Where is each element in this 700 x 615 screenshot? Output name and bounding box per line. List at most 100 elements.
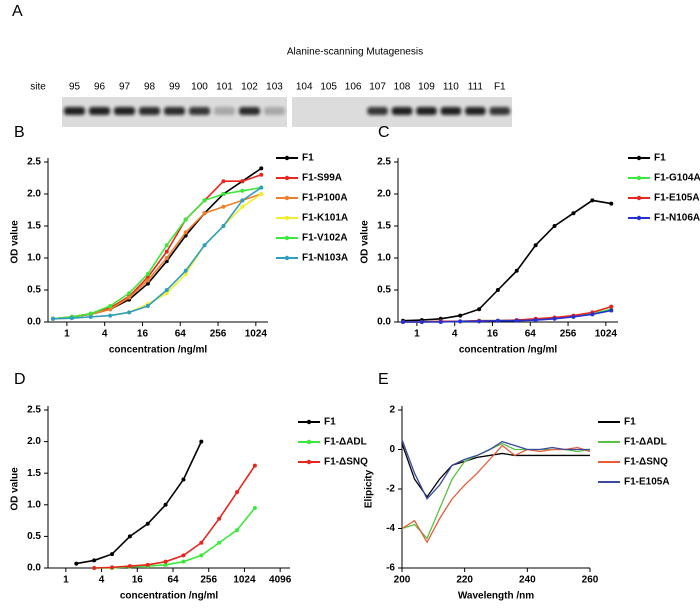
- x-tick-label: 256: [560, 329, 577, 340]
- y-tick-label: -4: [386, 523, 395, 534]
- legend-label: F1-N103A: [302, 253, 348, 264]
- x-tick-label: 16: [132, 575, 144, 586]
- data-point: [259, 192, 264, 196]
- data-point: [92, 566, 97, 570]
- data-point: [495, 288, 500, 292]
- legend-label: F1-E105A: [624, 477, 670, 488]
- series-line: [401, 442, 591, 540]
- data-point: [183, 272, 188, 276]
- data-point: [571, 211, 576, 216]
- y-tick-label: 2.5: [27, 405, 41, 416]
- panel-letter: A: [12, 3, 23, 20]
- x-tick-label: 256: [200, 575, 217, 586]
- lane-label: 102: [241, 82, 258, 93]
- y-tick-label: 1.5: [27, 221, 41, 232]
- data-point: [458, 319, 463, 324]
- panel-letter: D: [14, 371, 26, 388]
- y-tick-label: 0.0: [27, 563, 41, 574]
- data-point: [495, 318, 500, 323]
- y-axis-title: OD value: [10, 220, 21, 264]
- series-line: [402, 199, 612, 322]
- series-line: [52, 186, 262, 320]
- x-tick-label: 4: [452, 329, 458, 340]
- data-point: [477, 319, 482, 324]
- band: [114, 107, 135, 115]
- site-label: site: [30, 82, 46, 93]
- band: [139, 107, 160, 115]
- lane-label: 97: [119, 82, 131, 93]
- y-tick-label: 0.5: [377, 285, 391, 296]
- data-point: [221, 179, 226, 184]
- data-point: [108, 307, 113, 312]
- y-axis-title: OD value: [360, 220, 371, 264]
- series-line: [401, 444, 591, 544]
- y-tick-label: -2: [386, 484, 395, 495]
- data-point: [533, 318, 538, 323]
- data-point: [514, 268, 519, 273]
- data-point: [252, 505, 257, 510]
- lane-label: 111: [468, 82, 484, 93]
- lane-label: 99: [169, 82, 181, 93]
- blot-title: Alanine-scanning Mutagenesis: [287, 47, 423, 58]
- data-point: [145, 304, 150, 308]
- series-line: [52, 193, 262, 320]
- legend-marker: [636, 175, 642, 181]
- legend-marker: [306, 459, 312, 465]
- x-tick-label: 260: [582, 575, 599, 586]
- series-line: [52, 186, 262, 320]
- data-point: [590, 198, 595, 203]
- band: [367, 107, 388, 115]
- legend-marker: [306, 439, 312, 445]
- y-tick-label: -6: [386, 563, 395, 574]
- data-point: [127, 534, 132, 539]
- data-point: [235, 528, 240, 533]
- legend-marker: [636, 195, 642, 201]
- legend-label: F1-G104A: [654, 173, 700, 184]
- data-point: [92, 558, 97, 563]
- data-point: [108, 313, 113, 318]
- data-point: [163, 559, 168, 564]
- legend-label: F1: [624, 417, 636, 428]
- series-line: [52, 193, 262, 320]
- y-tick-label: 1.0: [27, 253, 41, 264]
- y-tick-label: 1.5: [377, 221, 391, 232]
- band: [164, 107, 185, 115]
- panel-letter: C: [378, 124, 390, 141]
- legend-label: F1-P100A: [302, 193, 348, 204]
- data-point: [145, 272, 150, 276]
- data-point: [571, 314, 576, 319]
- y-tick-label: 2.0: [27, 189, 41, 200]
- data-point: [110, 552, 115, 557]
- data-point: [183, 230, 188, 235]
- legend-label: F1: [302, 153, 314, 164]
- lane-label: 108: [394, 82, 411, 93]
- legend-label: F1: [324, 417, 336, 428]
- legend-label: F1-S99A: [302, 173, 342, 184]
- lane-label: 103: [266, 82, 283, 93]
- lane-label: 106: [345, 82, 362, 93]
- band: [416, 107, 437, 115]
- data-point: [199, 553, 204, 558]
- legend-label: F1-ΔSNQ: [324, 457, 368, 468]
- x-tick-label: 1024: [233, 575, 256, 586]
- y-axis-title: OD value: [10, 467, 21, 511]
- data-point: [164, 243, 169, 248]
- data-point: [108, 304, 113, 308]
- data-point: [217, 540, 222, 545]
- legend-label: F1-N106A: [654, 213, 700, 224]
- data-point: [50, 316, 55, 321]
- data-point: [164, 256, 169, 260]
- data-point: [609, 201, 614, 206]
- series-line: [402, 309, 612, 323]
- band: [214, 107, 235, 115]
- x-axis-title: concentration /ng/ml: [109, 345, 208, 356]
- data-point: [127, 310, 132, 315]
- legend-label: F1-ΔADL: [324, 437, 367, 448]
- lane-label: 104: [296, 82, 313, 93]
- band: [239, 107, 260, 115]
- x-tick-label: 220: [456, 575, 473, 586]
- lane-label: 105: [320, 82, 337, 93]
- data-point: [74, 561, 79, 566]
- y-axis-title: Elipicity: [364, 469, 375, 508]
- x-tick-label: 256: [210, 329, 227, 340]
